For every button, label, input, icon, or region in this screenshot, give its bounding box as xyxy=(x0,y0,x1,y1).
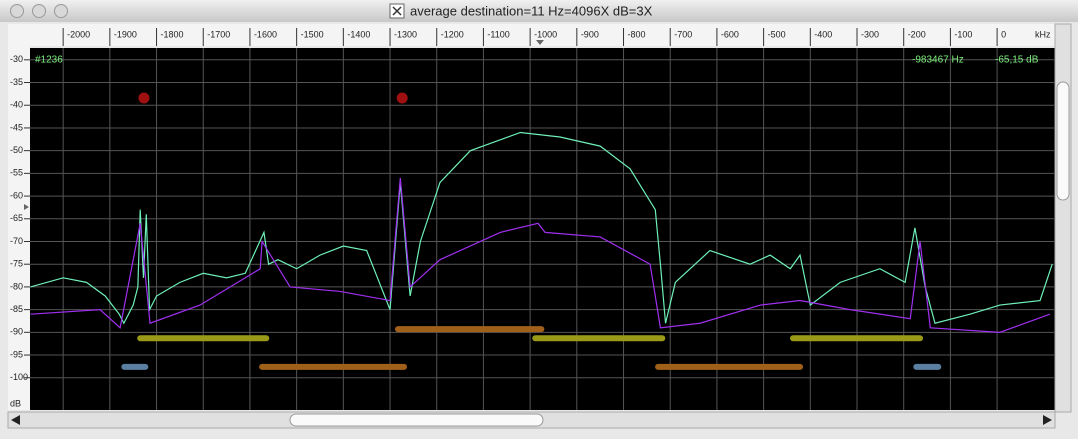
x-axis-label: kHz xyxy=(1035,29,1051,39)
y-tick-label: -65 xyxy=(10,213,23,223)
x-tick-label: 0 xyxy=(1001,29,1006,39)
y-tick-label: -80 xyxy=(10,281,23,291)
window-title: average destination=11 Hz=4096X dB=3X xyxy=(410,3,653,18)
y-tick-label: -55 xyxy=(10,168,23,178)
x-tick-label: -1300 xyxy=(394,29,417,39)
marker xyxy=(138,92,150,104)
y-axis-label: dB xyxy=(10,398,21,408)
y-tick-label: -50 xyxy=(10,145,23,155)
y-tick-label: -90 xyxy=(10,327,23,337)
series-line xyxy=(30,131,1053,325)
x-tick-label: -2000 xyxy=(67,29,90,39)
y-tick-label: -70 xyxy=(10,236,23,246)
x-tick-label: -1600 xyxy=(254,29,277,39)
x-tick-label: -600 xyxy=(721,29,739,39)
scroll-left[interactable] xyxy=(11,415,20,425)
x-tick-label: -1000 xyxy=(534,29,557,39)
y-tick-label: -100 xyxy=(10,372,28,382)
series-line xyxy=(30,177,1051,333)
record-label: #1236 xyxy=(35,55,63,66)
x-icon-glyph xyxy=(392,6,402,16)
x-tick-label: -300 xyxy=(861,29,879,39)
center-marker xyxy=(536,40,544,45)
horizontal-scroll-thumb[interactable] xyxy=(289,413,544,427)
vertical-scroll-thumb[interactable] xyxy=(1056,81,1070,201)
y-tick-label: -40 xyxy=(10,100,23,110)
x-tick-label: -900 xyxy=(581,29,599,39)
x-tick-label: -1700 xyxy=(207,29,230,39)
y-tick-label: -85 xyxy=(10,304,23,314)
x-tick-label: -1400 xyxy=(347,29,370,39)
level-marker xyxy=(24,204,29,210)
y-tick-label: -35 xyxy=(10,77,23,87)
x-tick-label: -800 xyxy=(628,29,646,39)
title-bar xyxy=(0,0,1078,22)
x-tick-label: -400 xyxy=(814,29,832,39)
y-tick-label: -95 xyxy=(10,349,23,359)
y-tick-label: -60 xyxy=(10,190,23,200)
y-tick-label: -75 xyxy=(10,259,23,269)
scroll-right[interactable] xyxy=(1043,415,1052,425)
x-tick-label: -1100 xyxy=(487,29,509,39)
marker xyxy=(396,92,408,104)
zoom-button[interactable] xyxy=(54,4,68,18)
x-tick-label: -1800 xyxy=(161,29,184,39)
y-tick-label: -45 xyxy=(10,122,23,132)
x-tick-label: -100 xyxy=(954,29,972,39)
x-tick-label: -1200 xyxy=(441,29,464,39)
cursor-frequency: -983467 Hz xyxy=(912,55,964,66)
x-tick-label: -200 xyxy=(908,29,926,39)
x-tick-label: -500 xyxy=(768,29,786,39)
close-button[interactable] xyxy=(10,4,24,18)
cursor-level: -65,15 dB xyxy=(995,55,1039,66)
plot xyxy=(30,48,1055,410)
x-tick-label: -1500 xyxy=(301,29,324,39)
x-ruler xyxy=(8,24,1055,46)
x-tick-label: -1900 xyxy=(114,29,137,39)
x-tick-label: -700 xyxy=(674,29,692,39)
y-tick-label: -30 xyxy=(10,54,23,64)
minimize-button[interactable] xyxy=(32,4,46,18)
y-ruler xyxy=(8,46,30,410)
